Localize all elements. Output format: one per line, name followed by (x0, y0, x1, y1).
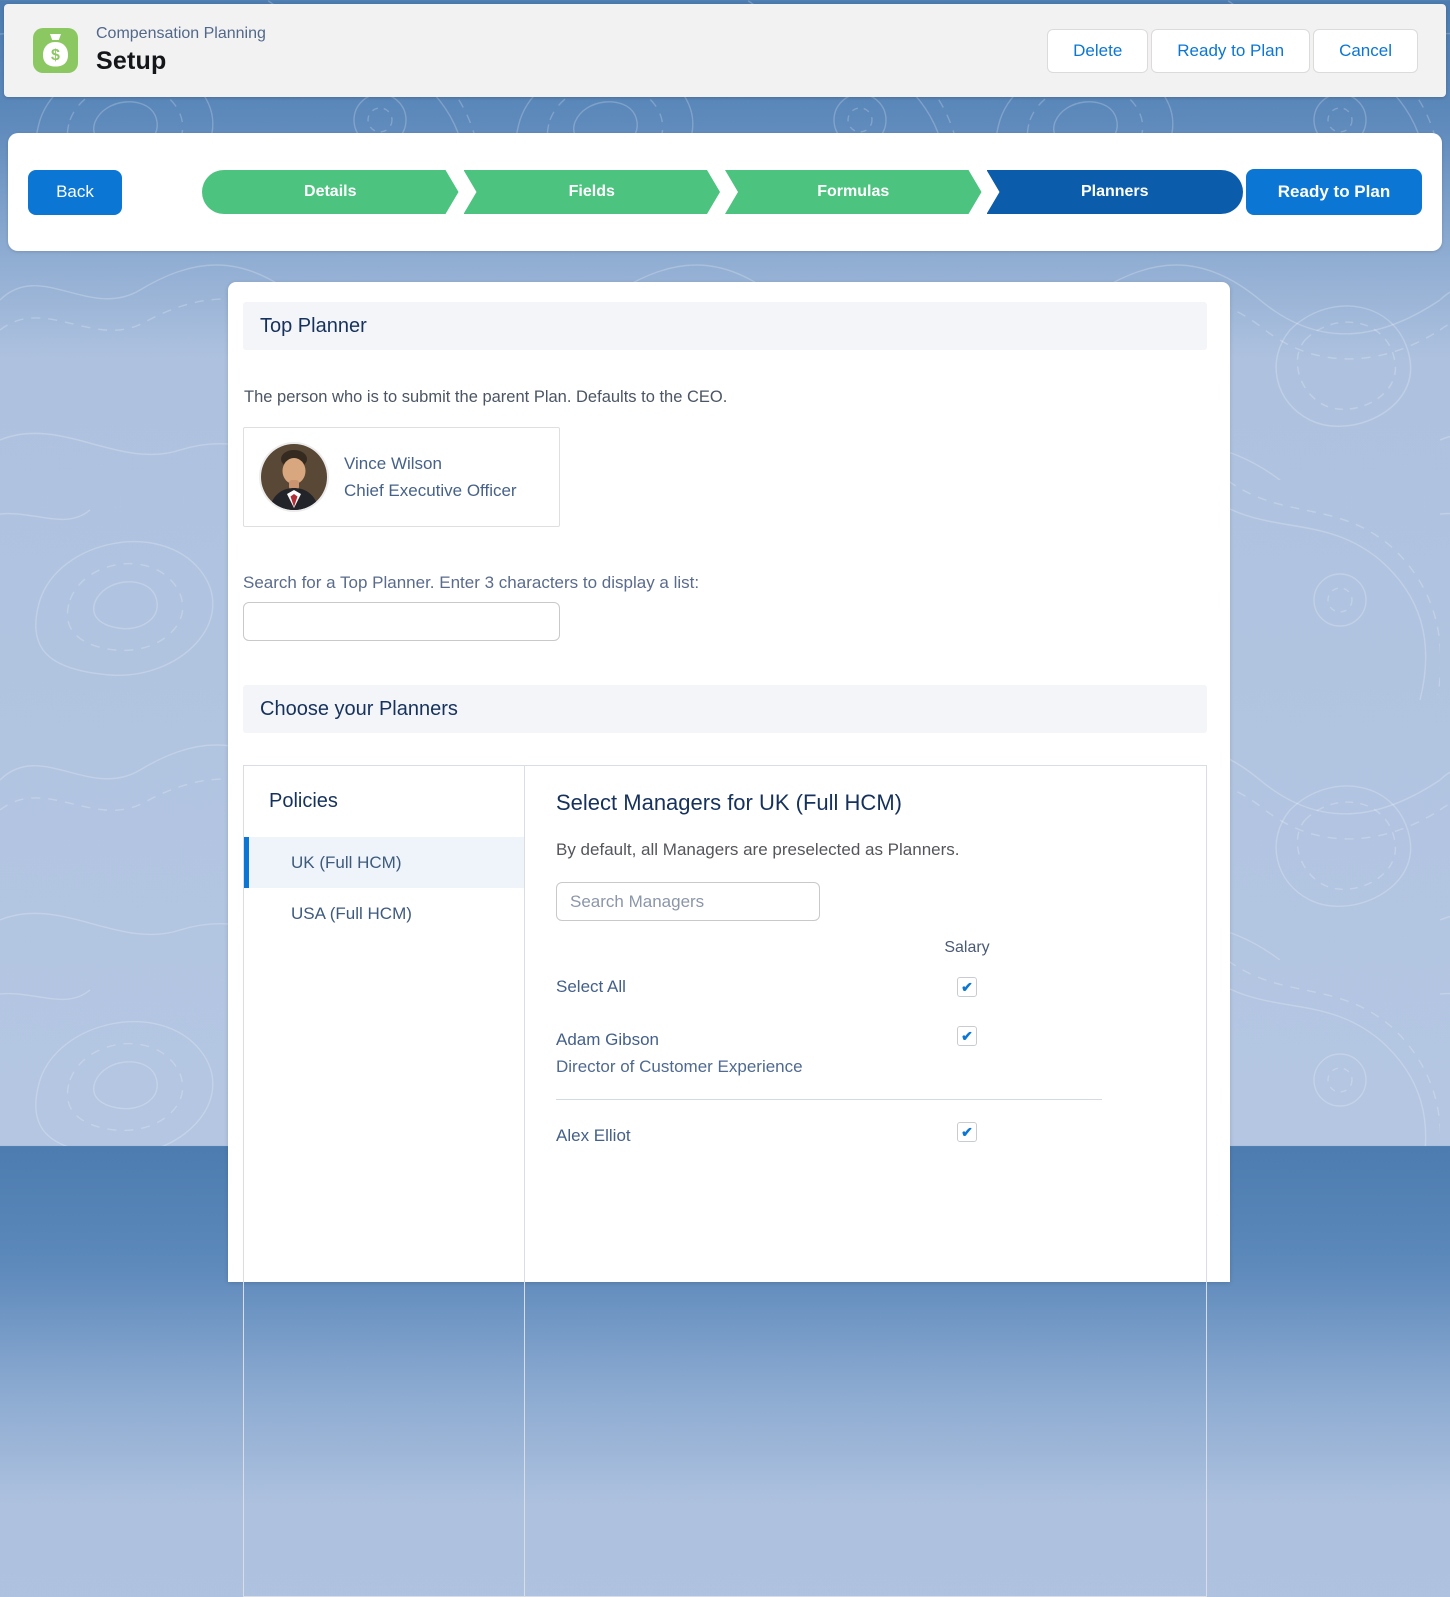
step-formulas[interactable]: Formulas (725, 170, 982, 214)
svg-text:$: $ (51, 47, 60, 64)
header-actions: Delete Ready to Plan Cancel (1047, 28, 1418, 73)
wizard-ready-to-plan-button[interactable]: Ready to Plan (1246, 169, 1422, 215)
page-title: Setup (96, 46, 167, 75)
step-details[interactable]: Details (202, 170, 459, 214)
top-planner-title: Chief Executive Officer (344, 481, 517, 500)
select-all-checkbox[interactable] (957, 976, 977, 997)
ready-to-plan-button[interactable]: Ready to Plan (1151, 28, 1311, 73)
step-fields[interactable]: Fields (464, 170, 721, 214)
top-planner-section-header: Top Planner (243, 302, 1207, 350)
managers-description: By default, all Managers are preselected… (556, 840, 960, 859)
salary-column-header: Salary (944, 939, 990, 956)
manager-row: Alex Elliot (556, 1122, 1102, 1149)
top-planner-search-label: Search for a Top Planner. Enter 3 charac… (243, 573, 700, 592)
top-planner-description: The person who is to submit the parent P… (244, 388, 728, 406)
planners-panel: Policies UK (Full HCM) USA (Full HCM) Se… (243, 765, 1207, 1597)
step-planners[interactable]: Planners (986, 170, 1243, 214)
wizard-path: Details Fields Formulas Planners (202, 170, 1243, 214)
policy-item-usa[interactable]: USA (Full HCM) (291, 903, 412, 923)
manager-salary-checkbox[interactable] (957, 1122, 977, 1142)
policy-item-uk[interactable]: UK (Full HCM) (244, 837, 524, 888)
top-planner-search-input[interactable] (243, 602, 560, 641)
policies-title: Policies (269, 790, 338, 812)
manager-job-title: Director of Customer Experience (556, 1057, 803, 1076)
money-bag-icon: $ (33, 28, 78, 73)
setup-content-card: Top Planner The person who is to submit … (228, 282, 1230, 1597)
app-label: Compensation Planning (96, 25, 266, 43)
top-planner-card: Vince Wilson Chief Executive Officer (243, 427, 560, 527)
top-planner-name: Vince Wilson (344, 454, 442, 473)
cancel-button[interactable]: Cancel (1313, 28, 1418, 73)
manager-name: Alex Elliot (556, 1126, 631, 1145)
managers-list: Salary Select All Adam Gibson Director o… (556, 939, 1102, 1149)
back-button[interactable]: Back (28, 169, 122, 215)
managers-column: Select Managers for UK (Full HCM) By def… (525, 766, 1206, 1596)
avatar (261, 444, 327, 510)
search-managers-input[interactable] (556, 882, 820, 921)
policies-column: Policies UK (Full HCM) USA (Full HCM) (244, 766, 525, 1596)
choose-planners-section-header: Choose your Planners (243, 685, 1207, 733)
select-all-label: Select All (556, 977, 626, 996)
page-header: $ Compensation Planning Setup Delete Rea… (4, 4, 1446, 97)
managers-title: Select Managers for UK (Full HCM) (556, 790, 902, 815)
manager-salary-checkbox[interactable] (957, 1026, 977, 1046)
select-all-row: Select All (556, 973, 1102, 1000)
wizard-bar: Back Details Fields Formulas Planners Re… (8, 133, 1442, 251)
manager-name: Adam Gibson (556, 1030, 659, 1049)
manager-row: Adam Gibson Director of Customer Experie… (556, 1026, 1102, 1100)
delete-button[interactable]: Delete (1047, 28, 1149, 73)
